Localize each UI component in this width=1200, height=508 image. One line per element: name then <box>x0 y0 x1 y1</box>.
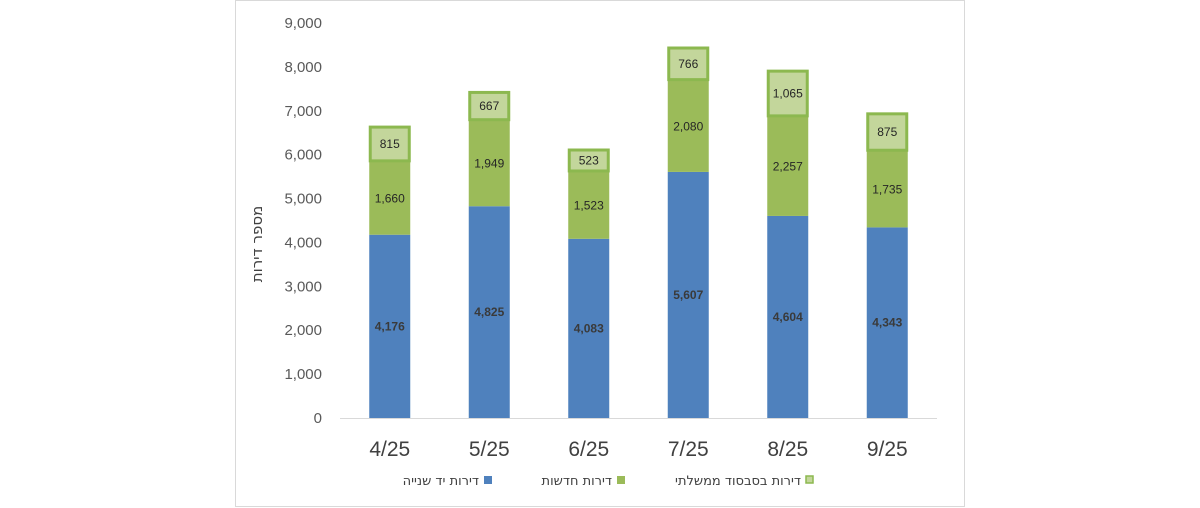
bar-segment <box>369 161 411 235</box>
y-tick-label: 3,000 <box>284 278 322 295</box>
bar-segment <box>667 46 710 82</box>
bar-segment <box>567 148 610 173</box>
data-label: 4,176 <box>375 319 405 333</box>
bar-segment <box>468 206 510 418</box>
data-label: 667 <box>479 99 499 113</box>
bar-segment <box>568 238 610 418</box>
bar-segment <box>766 69 809 118</box>
bar-segment <box>468 90 511 122</box>
legend-swatch <box>617 476 625 484</box>
legend-label: דירות בסבסוד ממשלתי <box>675 474 801 489</box>
y-tick-label: 4,000 <box>284 234 322 251</box>
legend-label: דירות חדשות <box>542 474 612 489</box>
data-label: 2,080 <box>673 119 703 133</box>
data-label: 2,257 <box>773 159 803 173</box>
y-tick-label: 6,000 <box>284 147 322 164</box>
bar-segment <box>369 234 411 418</box>
bar-segment <box>667 171 709 418</box>
y-tick-label: 0 <box>314 410 322 427</box>
x-tick-label: 5/25 <box>469 438 510 461</box>
data-label: 875 <box>877 125 897 139</box>
data-label: 766 <box>678 57 698 71</box>
bar-segment <box>368 125 411 163</box>
data-label: 1,735 <box>872 182 902 196</box>
y-tick-label: 9,000 <box>284 15 322 32</box>
bar-segment <box>866 112 909 152</box>
x-tick-label: 8/25 <box>767 438 808 461</box>
bar-segment <box>866 227 908 418</box>
y-tick-label: 7,000 <box>284 103 322 120</box>
x-tick-label: 6/25 <box>568 438 609 461</box>
bar-segment <box>468 120 510 207</box>
legend-label: דירות יד שנייה <box>403 474 479 489</box>
y-tick-label: 5,000 <box>284 191 322 208</box>
x-tick-label: 9/25 <box>867 438 908 461</box>
legend-swatch <box>484 476 492 484</box>
legend-swatch <box>805 475 814 484</box>
bar-segment <box>568 171 610 239</box>
data-label: 1,523 <box>574 198 604 212</box>
bar-segment <box>767 116 809 216</box>
data-label: 5,607 <box>673 288 703 302</box>
data-label: 1,065 <box>773 87 803 101</box>
bar-segment <box>866 151 908 228</box>
y-axis-title: מספר דירות <box>248 206 266 282</box>
data-label: 1,660 <box>375 191 405 205</box>
bar-segment <box>767 215 809 418</box>
y-tick-label: 8,000 <box>284 59 322 76</box>
y-tick-label: 1,000 <box>284 366 322 383</box>
data-label: 4,825 <box>474 305 504 319</box>
bar-segment <box>667 80 709 172</box>
data-label: 4,083 <box>574 321 604 335</box>
data-label: 815 <box>380 137 400 151</box>
data-label: 1,949 <box>474 156 504 170</box>
data-label: 4,604 <box>773 310 803 324</box>
data-label: 4,343 <box>872 316 902 330</box>
y-tick-label: 2,000 <box>284 322 322 339</box>
x-tick-label: 7/25 <box>668 438 709 461</box>
data-label: 523 <box>579 153 599 167</box>
x-tick-label: 4/25 <box>369 438 410 461</box>
